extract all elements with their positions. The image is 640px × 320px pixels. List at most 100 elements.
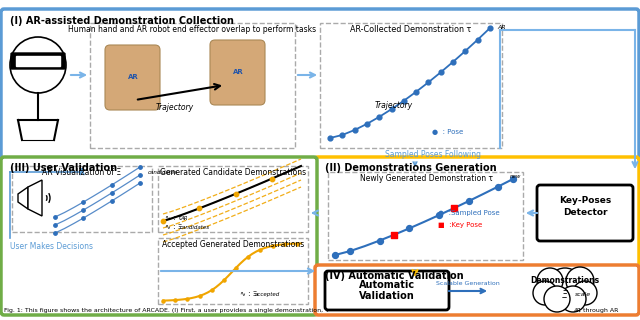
Point (170, 298, 180, 303)
Text: Fig. 1: This figure shows the architecture of ARCADE. (I) First, a user provides: Fig. 1: This figure shows the architectu… (4, 308, 329, 313)
Point (362, 121, 372, 126)
Point (292, 241, 302, 246)
Point (78, 207, 88, 212)
Point (389, 232, 399, 237)
FancyBboxPatch shape (11, 53, 65, 69)
Circle shape (544, 286, 570, 312)
Text: Ξ: Ξ (562, 290, 568, 300)
Bar (158, 166, 308, 232)
Point (135, 164, 145, 170)
Text: Newly Generated Demonstration τ: Newly Generated Demonstration τ (360, 174, 493, 183)
Text: (III) User Validation: (III) User Validation (10, 163, 117, 173)
Text: new: new (510, 174, 522, 179)
Point (135, 172, 145, 178)
Text: (II) Demonstrations Generation: (II) Demonstrations Generation (325, 163, 497, 173)
Point (460, 48, 470, 53)
Point (106, 182, 116, 188)
Polygon shape (18, 187, 28, 209)
Point (436, 70, 446, 75)
Text: Key-Poses: Key-Poses (559, 196, 611, 205)
FancyBboxPatch shape (1, 9, 639, 160)
Circle shape (566, 267, 594, 295)
Circle shape (10, 37, 66, 93)
Text: (IV) Automatic Validation: (IV) Automatic Validation (325, 271, 463, 281)
Text: Sampled Poses Following: Sampled Poses Following (385, 150, 481, 159)
Text: Scalable Generation: Scalable Generation (436, 281, 500, 286)
Text: AR: AR (573, 308, 580, 313)
Text: Demonstrations: Demonstrations (531, 276, 600, 285)
Text: AR: AR (232, 69, 243, 75)
Circle shape (560, 286, 586, 312)
Point (219, 278, 229, 283)
Bar (12, 166, 152, 232)
Text: Automatic: Automatic (359, 280, 415, 290)
Point (449, 206, 459, 211)
Bar (158, 238, 308, 304)
Circle shape (537, 268, 563, 294)
Text: ■  :Key Pose: ■ :Key Pose (438, 222, 483, 228)
Bar (328, 172, 523, 260)
Text: User Makes Decisions: User Makes Decisions (10, 242, 93, 251)
Point (399, 98, 409, 103)
Point (267, 176, 277, 181)
Text: , through AR: , through AR (579, 308, 618, 313)
Text: Detector: Detector (563, 208, 607, 217)
Point (411, 89, 421, 94)
Point (50, 222, 60, 228)
Point (493, 184, 503, 189)
Point (207, 288, 217, 293)
Text: ●  :Sampled Pose: ● :Sampled Pose (438, 210, 500, 216)
Point (463, 199, 474, 204)
Point (374, 114, 385, 119)
FancyBboxPatch shape (210, 40, 265, 105)
Point (349, 127, 360, 132)
Point (194, 206, 204, 211)
Circle shape (533, 281, 557, 305)
Point (50, 214, 60, 220)
Bar (16, 56, 60, 66)
FancyBboxPatch shape (105, 45, 160, 110)
FancyBboxPatch shape (315, 265, 639, 315)
Point (330, 252, 340, 258)
FancyBboxPatch shape (325, 271, 449, 310)
Point (472, 37, 483, 42)
Point (230, 191, 241, 196)
Point (255, 247, 266, 252)
Point (195, 293, 205, 299)
Text: Generated Candidate Demonstrations: Generated Candidate Demonstrations (160, 168, 306, 177)
Text: accepted: accepted (255, 292, 280, 297)
Text: Human hand and AR robot end effector overlap to perform tasks: Human hand and AR robot end effector ove… (68, 25, 316, 34)
Text: Validation: Validation (359, 291, 415, 301)
FancyBboxPatch shape (537, 185, 633, 241)
Point (50, 230, 60, 236)
Point (345, 249, 355, 254)
Point (448, 59, 458, 64)
Point (231, 265, 241, 270)
Point (423, 80, 433, 85)
Point (404, 226, 414, 231)
Point (280, 242, 290, 247)
Text: Accepted Generated Demonstrations: Accepted Generated Demonstrations (162, 240, 304, 249)
Text: AR: AR (127, 74, 138, 80)
Point (158, 298, 168, 303)
Point (78, 199, 88, 204)
Text: AR: AR (180, 216, 188, 221)
Point (106, 198, 116, 204)
Text: AR: AR (497, 25, 506, 30)
Point (337, 132, 348, 138)
Text: candidates: candidates (180, 225, 210, 230)
Point (434, 212, 444, 218)
FancyBboxPatch shape (1, 157, 317, 315)
Text: AR Visualization of Ξ: AR Visualization of Ξ (42, 168, 122, 177)
Bar (320, 23, 502, 148)
FancyBboxPatch shape (315, 157, 639, 271)
Point (182, 296, 193, 301)
Point (158, 219, 168, 224)
Point (508, 176, 518, 181)
Text: Trajectory: Trajectory (375, 101, 413, 110)
Text: (I) AR-assisted Demonstration Collection: (I) AR-assisted Demonstration Collection (10, 16, 234, 26)
Circle shape (547, 268, 583, 304)
Text: ∿ : τ: ∿ : τ (165, 215, 182, 221)
Point (106, 190, 116, 196)
Polygon shape (28, 180, 42, 216)
